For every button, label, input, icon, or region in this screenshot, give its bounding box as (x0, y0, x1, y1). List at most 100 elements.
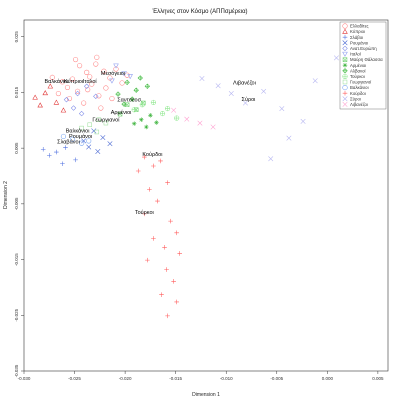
series-group (131, 99, 180, 121)
chart-title: Έλληνες στον Κόσμο (ΑΠΠσμέρεια) (151, 8, 247, 15)
data-point (140, 102, 145, 107)
data-point (60, 161, 65, 167)
legend: ΕλλαδίτεςΚύπριοιΣλάβοιΡουμάνοιΑνατ.Ευρώπ… (339, 21, 387, 110)
data-point (94, 54, 100, 60)
legend-label: Ρουμάνοι (350, 40, 368, 45)
data-point (89, 81, 95, 87)
x-tick-label: -0.015 (169, 376, 182, 381)
data-point (47, 83, 54, 89)
data-point (77, 63, 83, 69)
x-tick-label: -0.020 (119, 376, 132, 381)
data-point (75, 88, 81, 94)
data-point (174, 115, 179, 121)
y-tick-label: -0.015 (14, 253, 19, 266)
data-point (94, 129, 100, 135)
y-tick-label: 0.025 (14, 31, 19, 43)
data-point (151, 100, 156, 105)
data-point (228, 91, 234, 97)
y-tick-label: 0.015 (14, 86, 19, 98)
legend-label: Κούρδοι (350, 91, 366, 96)
data-point (145, 257, 150, 263)
data-point (174, 299, 179, 305)
legend-marker (342, 79, 348, 85)
x-tick-label: -0.030 (18, 376, 31, 381)
x-axis-title: Dimension 1 (192, 392, 220, 398)
data-points (32, 54, 369, 319)
data-point (133, 87, 139, 93)
data-point (148, 112, 153, 118)
legend-label: Σύροι (350, 96, 361, 101)
data-point (63, 96, 70, 103)
data-point (147, 187, 152, 192)
data-point (81, 138, 87, 144)
series-group (131, 112, 159, 130)
legend-marker (342, 62, 348, 68)
y-tick-label: 0.005 (14, 142, 19, 154)
group-label: Κύπριοι (64, 78, 84, 85)
legend-box (339, 21, 387, 110)
data-point (300, 118, 306, 124)
group-label: Σαντσεοσ (117, 97, 141, 103)
data-point (74, 90, 81, 97)
group-label: Ρουμάνοι (69, 133, 93, 140)
data-point (131, 107, 137, 112)
data-point (124, 79, 130, 86)
data-point (151, 163, 156, 169)
series-group (199, 55, 339, 162)
y-tick-label: -0.035 (14, 364, 19, 377)
data-point (138, 117, 144, 123)
data-point (93, 61, 99, 67)
data-point (83, 83, 90, 89)
data-point (46, 153, 52, 158)
data-point (177, 251, 183, 256)
legend-marker (342, 40, 348, 46)
data-point (164, 267, 169, 272)
data-point (131, 121, 137, 126)
data-point (86, 144, 92, 150)
legend-marker (342, 74, 348, 79)
group-label: Αρμένιοι (111, 109, 132, 116)
y-axis: -0.035 -0.025 -0.015 -0.005 0.005 0.015 0.025 (14, 31, 24, 377)
legend-marker (342, 96, 348, 102)
data-point (63, 145, 68, 150)
data-point (55, 90, 61, 97)
legend-marker (342, 85, 348, 91)
legend-label: Κύπριοι (350, 29, 365, 34)
data-point (73, 157, 78, 163)
legend-marker (342, 101, 348, 107)
series-group (115, 75, 151, 107)
group-label: Σλαβάνοι (57, 139, 80, 146)
legend-label: Τούρκοι (350, 74, 365, 79)
data-point (124, 72, 130, 78)
legend-marker (342, 57, 348, 62)
data-point (165, 313, 170, 319)
data-point (279, 106, 285, 112)
data-point (60, 133, 67, 140)
series-group (40, 145, 78, 167)
legend-marker (342, 34, 348, 40)
series-group (79, 117, 109, 135)
group-label: Ιταλοί (83, 79, 98, 85)
data-point (286, 135, 292, 141)
data-point (49, 74, 55, 80)
data-point (91, 128, 97, 134)
group-label: Βαλκάνιοι (66, 128, 90, 135)
legend-label: Μαύρη Θάλασσα (350, 57, 383, 62)
series-group (135, 154, 183, 319)
x-tick-label: -0.010 (220, 376, 233, 381)
data-point (87, 74, 93, 80)
legend-label: Βαλκάνιοι (350, 85, 369, 90)
data-point (174, 230, 179, 236)
data-point (215, 83, 221, 89)
legend-label: Ιταλοί (350, 52, 361, 57)
group-label: Σύροι (242, 96, 257, 103)
legend-marker (342, 90, 348, 96)
data-point (115, 91, 121, 97)
data-point (312, 78, 318, 84)
legend-marker (342, 51, 348, 57)
data-point (142, 154, 147, 160)
data-point (109, 78, 115, 84)
y-axis-title: Dimension 2 (3, 181, 9, 209)
data-point (37, 102, 43, 108)
